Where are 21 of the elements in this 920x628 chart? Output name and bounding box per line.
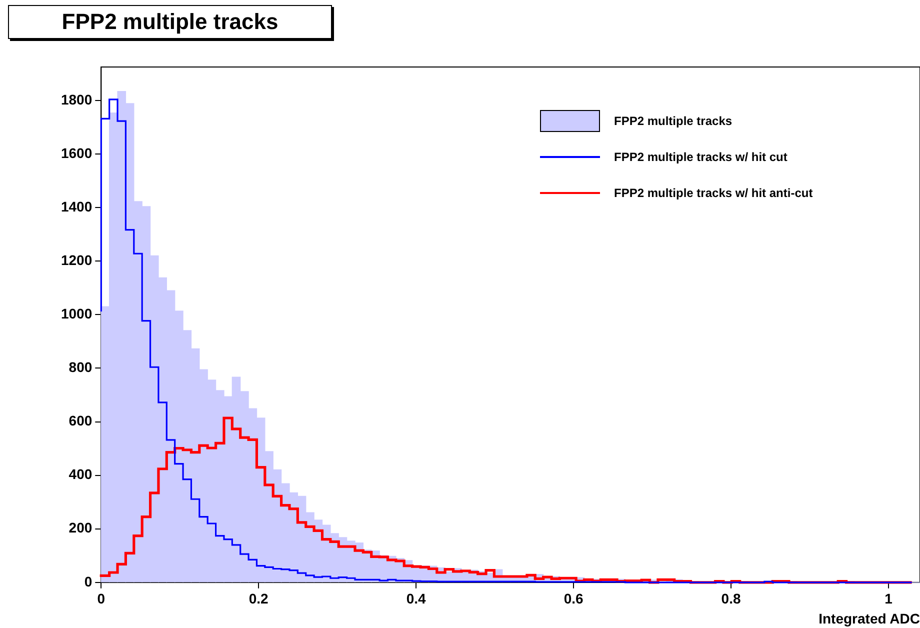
- x-tick-label: 1: [884, 590, 893, 607]
- y-tick-label: 800: [68, 359, 92, 376]
- x-tick-label: 0: [97, 590, 106, 607]
- x-tick-label: 0.8: [721, 590, 741, 607]
- y-tick-label: 400: [68, 466, 92, 482]
- y-tick-label: 1000: [60, 306, 92, 322]
- legend-label: FPP2 multiple tracks: [614, 114, 732, 128]
- x-tick-label: 0.6: [564, 590, 584, 607]
- legend-label: FPP2 multiple tracks w/ hit anti-cut: [614, 186, 813, 200]
- x-tick-label: 0.2: [248, 590, 269, 607]
- x-axis-title: Integrated ADC: [818, 610, 920, 626]
- x-tick-label: 0.4: [406, 590, 426, 607]
- y-tick-label: 0: [84, 573, 92, 590]
- y-tick-label: 1200: [60, 252, 92, 268]
- y-tick-label: 1600: [60, 144, 92, 161]
- y-tick-label: 200: [68, 520, 92, 536]
- legend-label: FPP2 multiple tracks w/ hit cut: [614, 150, 788, 164]
- y-tick-label: 1400: [60, 198, 92, 214]
- chart-title: FPP2 multiple tracks: [8, 5, 332, 39]
- y-tick-label: 600: [68, 412, 92, 429]
- y-tick-label: 1800: [60, 91, 92, 108]
